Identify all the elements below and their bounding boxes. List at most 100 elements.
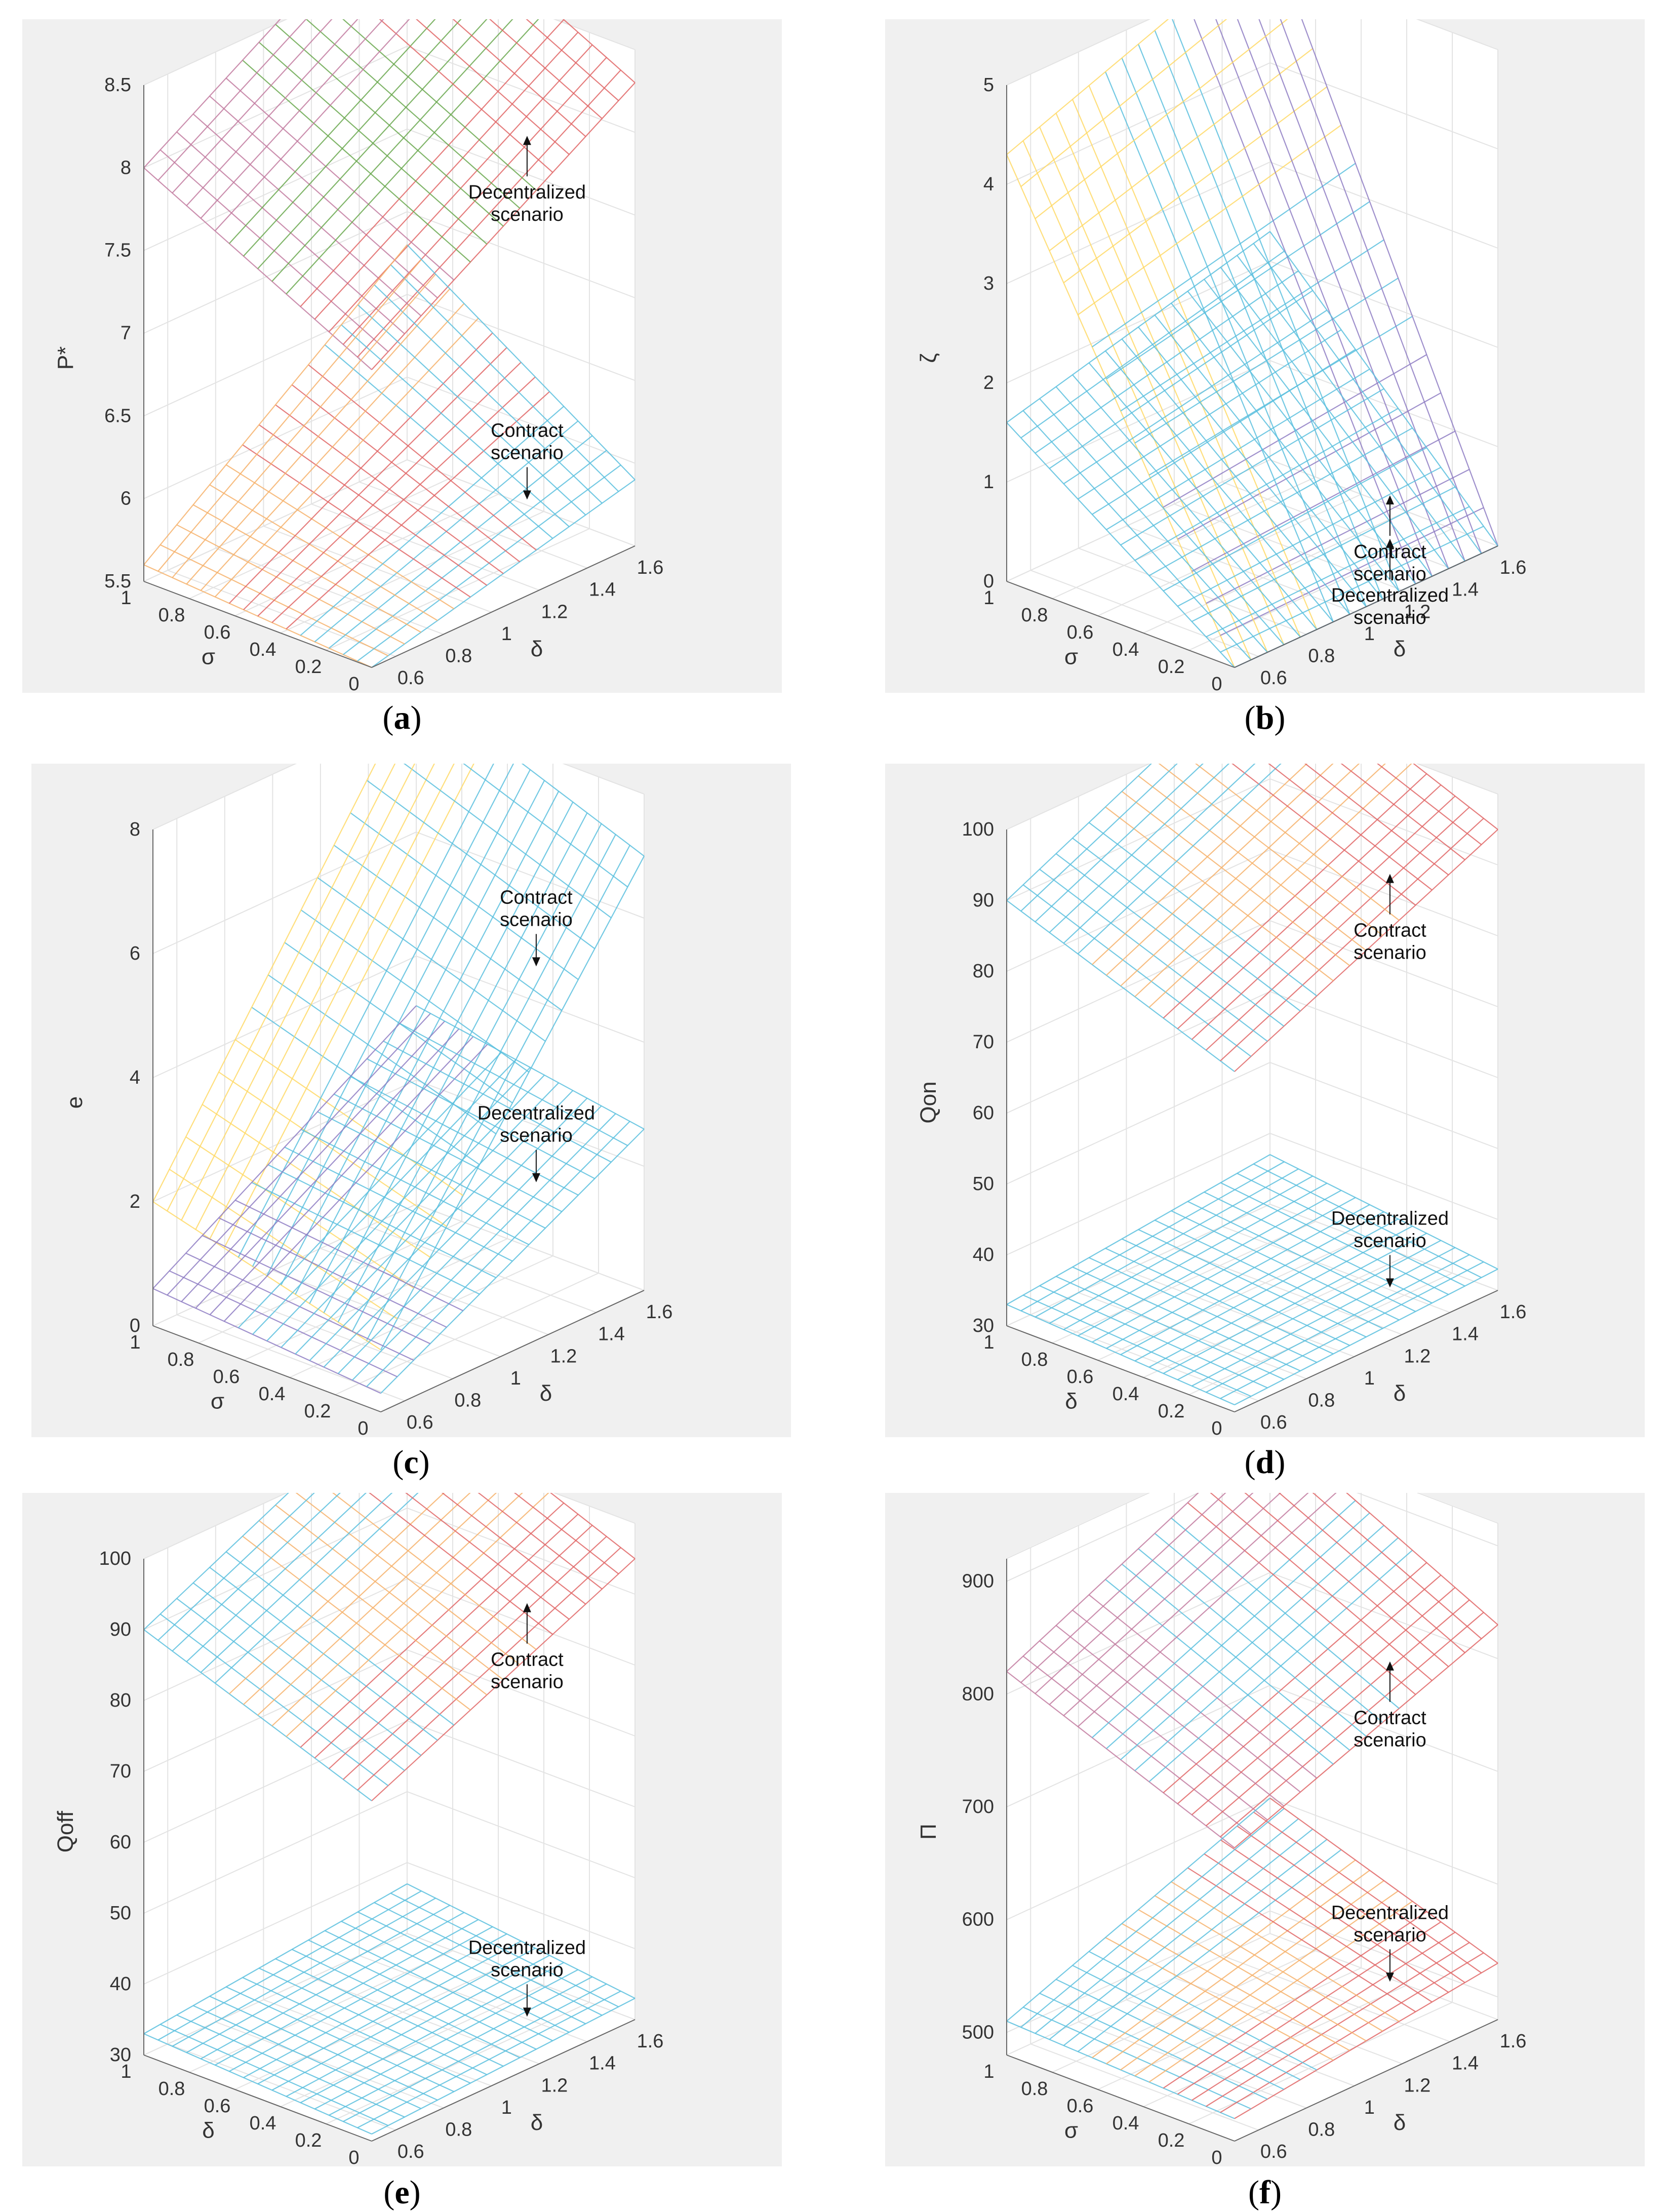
mesh-line — [1091, 764, 1308, 965]
mesh-line — [181, 764, 416, 1221]
mesh-line — [317, 877, 546, 1042]
mesh-line — [200, 19, 384, 219]
annotation-text: scenario — [491, 204, 564, 225]
annotation-text: scenario — [1354, 607, 1426, 628]
y-gridline — [1188, 1506, 1453, 2124]
mesh-line — [1120, 388, 1384, 546]
mesh-line — [1063, 86, 1328, 284]
mesh-line — [1187, 1502, 1416, 1695]
mesh-line — [1376, 764, 1482, 845]
annotation-text: Decentralized — [1331, 1208, 1449, 1229]
mesh-line — [152, 1005, 417, 1289]
mesh-line — [1232, 764, 1416, 906]
surface-second — [1006, 1797, 1498, 2119]
caption-letter-d: d — [1255, 1444, 1275, 1481]
mesh-line — [237, 1051, 502, 1328]
x-axis-label: δ — [1394, 1381, 1406, 1406]
x-tick-label: 1.2 — [541, 601, 568, 622]
caption-letter-c: c — [404, 1444, 419, 1481]
y-tick-label: 0 — [1211, 2147, 1222, 2166]
y-tick-label: 0.6 — [1067, 2096, 1094, 2117]
mesh-line — [243, 1933, 507, 2078]
y-gridline — [1052, 1493, 1316, 2073]
mesh-line — [1340, 764, 1465, 860]
mesh-line — [1204, 279, 1433, 577]
z-tick-label: 100 — [99, 1548, 131, 1569]
mesh-line — [301, 1129, 529, 1245]
z-tick-label: 90 — [973, 890, 994, 911]
surface-first — [1006, 1493, 1498, 1848]
annotation-text: Decentralized — [468, 182, 586, 203]
mesh-line — [374, 1902, 603, 2016]
mesh-line — [1120, 1211, 1384, 1355]
y-tick-label: 0.8 — [1021, 2078, 1048, 2100]
mesh-line — [143, 1883, 408, 2034]
mesh-line — [1092, 1500, 1356, 1739]
arrowhead — [1385, 538, 1394, 548]
z-tick-label: 30 — [110, 2044, 131, 2066]
y-axis — [1006, 1325, 1235, 1412]
x-tick-label: 1.4 — [598, 1324, 625, 1345]
z-tick-label: 0 — [983, 571, 994, 592]
mesh-line — [317, 1111, 546, 1229]
caption-letter-e: e — [394, 2174, 410, 2211]
y-gridline — [152, 764, 417, 1326]
y-tick-label: 0 — [348, 2147, 359, 2166]
z-gridline — [152, 764, 645, 830]
z-tick-label: 60 — [973, 1102, 994, 1124]
mesh-line — [1035, 764, 1204, 923]
y-tick-label: 1 — [121, 2061, 131, 2082]
y-axis — [1006, 581, 1235, 668]
mesh-line — [157, 19, 307, 181]
mesh-line — [1063, 1182, 1328, 1330]
mesh-line — [1092, 1860, 1356, 2059]
mesh-line — [157, 1493, 315, 1641]
mesh-line — [243, 1493, 471, 1705]
annotation-text: Contract — [1354, 1708, 1426, 1729]
mesh-line — [1020, 251, 1285, 439]
y-axis-label: σ — [202, 645, 215, 669]
x-tick-label: 1.2 — [541, 2075, 568, 2096]
mesh-line — [550, 1493, 636, 1559]
mesh-line — [308, 364, 537, 551]
y-axis-label: δ — [1065, 1389, 1078, 1414]
z-gridline — [1006, 19, 1498, 86]
z-tick-label: 900 — [962, 1571, 994, 1592]
mesh-line — [1092, 1197, 1356, 1343]
y-tick-label: 0.2 — [1158, 2130, 1185, 2151]
y-gridline — [1188, 777, 1453, 1395]
mesh-line — [383, 1040, 612, 1163]
y-tick-label: 0.8 — [158, 2078, 185, 2100]
x-tick-label: 1 — [501, 623, 512, 645]
mesh-line — [167, 1013, 431, 1296]
mesh-line — [403, 764, 612, 919]
mesh-line — [1049, 764, 1230, 933]
y-gridline — [1006, 764, 1270, 1326]
mesh-line — [200, 1912, 465, 2060]
x-tick-label: 0.6 — [1260, 2141, 1287, 2162]
mesh-line — [1237, 19, 1449, 569]
mesh-line — [1006, 1493, 1199, 1672]
y-tick-label: 1 — [983, 1332, 994, 1353]
z-tick-label: 30 — [973, 1315, 994, 1336]
mesh-line — [1106, 1512, 1370, 1749]
x-tick-label: 1.4 — [589, 2053, 616, 2074]
mesh-line — [1253, 243, 1482, 554]
mesh-line — [266, 1066, 531, 1341]
mesh-line — [1006, 1797, 1270, 2022]
surface-first — [143, 19, 636, 370]
arrowhead — [532, 1173, 540, 1182]
side-wall — [1269, 19, 1498, 546]
x-tick-label: 0.8 — [1308, 1390, 1335, 1411]
mesh-line — [209, 764, 455, 1239]
caption-f: (f) — [1248, 2174, 1282, 2211]
mesh-line — [152, 764, 376, 1202]
z-tick-label: 6 — [130, 943, 140, 964]
y-axis — [143, 2055, 372, 2142]
annotation-text: Contract — [491, 1649, 564, 1671]
mesh-line — [1020, 19, 1227, 187]
y-axis — [143, 581, 372, 668]
